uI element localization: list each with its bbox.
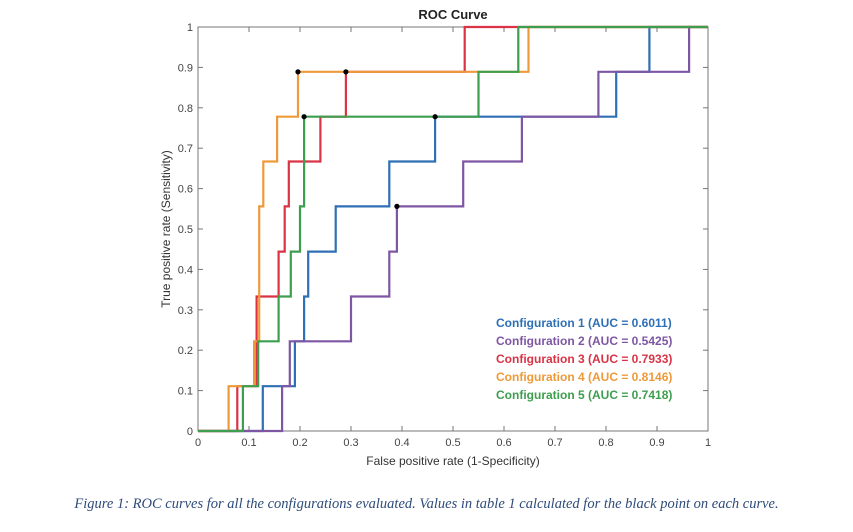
legend-entry-config-5: Configuration 5 (AUC = 0.7418) xyxy=(496,388,672,402)
operating-point-config-2 xyxy=(394,203,400,209)
x-tick-label: 0.7 xyxy=(547,437,562,449)
x-tick-label: 0.4 xyxy=(394,437,409,449)
y-tick-label: 0.4 xyxy=(178,264,193,276)
y-tick-label: 0.1 xyxy=(178,386,193,398)
y-tick-label: 0 xyxy=(187,426,193,438)
operating-point-config-3 xyxy=(343,69,349,75)
legend-entry-config-2: Configuration 2 (AUC = 0.5425) xyxy=(496,334,672,348)
y-tick-label: 0.2 xyxy=(178,345,193,357)
y-tick-label: 0.6 xyxy=(178,184,193,196)
curves xyxy=(198,25,708,433)
y-tick-label: 0.3 xyxy=(178,305,193,317)
roc-curve-config-4 xyxy=(198,25,708,433)
y-axis-label: True positive rate (Sensitivity) xyxy=(159,150,173,308)
roc-curve-config-2 xyxy=(198,25,708,433)
legend-entry-config-1: Configuration 1 (AUC = 0.6011) xyxy=(496,316,672,330)
axes: 0 0.1 0.2 0.3 0.4 0.5 0.6 0.7 0.8 0.9 1 0 0.1 0.2 0.3 0… xyxy=(178,22,711,449)
y-tick-label: 0.7 xyxy=(178,143,193,155)
y-tick-label: 0.8 xyxy=(178,103,193,115)
y-tick-label: 1 xyxy=(187,22,193,34)
x-axis-label: False positive rate (1-Specificity) xyxy=(366,454,539,468)
x-tick-label: 0.5 xyxy=(445,437,460,449)
roc-curve-config-5 xyxy=(198,25,708,433)
x-tick-label: 0.8 xyxy=(598,437,613,449)
roc-curve-config-1 xyxy=(198,25,708,433)
operating-point-config-5 xyxy=(301,114,307,120)
x-tick-label: 1 xyxy=(705,437,711,449)
operating-point-config-1 xyxy=(432,114,438,120)
x-tick-label: 0 xyxy=(195,437,201,449)
x-tick-label: 0.3 xyxy=(343,437,358,449)
x-tick-label: 0.9 xyxy=(649,437,664,449)
figure-caption: Figure 1: ROC curves for all the configu… xyxy=(74,496,779,512)
markers xyxy=(295,69,438,209)
y-tick-label: 0.9 xyxy=(178,62,193,74)
chart-title: ROC Curve xyxy=(418,7,487,22)
legend-entry-config-3: Configuration 3 (AUC = 0.7933) xyxy=(496,352,672,366)
x-tick-label: 0.6 xyxy=(496,437,511,449)
x-tick-label: 0.2 xyxy=(292,437,307,449)
legend-entry-config-4: Configuration 4 (AUC = 0.8146) xyxy=(496,370,672,384)
x-tick-label: 0.1 xyxy=(241,437,256,449)
roc-chart: ROC Curve 0 0.1 0.2 0.3 0.4 0.5 0.6 0.7 0.8 0.9 10… xyxy=(159,7,711,468)
y-tick-label: 0.5 xyxy=(178,224,193,236)
operating-point-config-4 xyxy=(295,69,301,75)
legend: Configuration 1 (AUC = 0.6011) Configurat… xyxy=(496,316,672,402)
